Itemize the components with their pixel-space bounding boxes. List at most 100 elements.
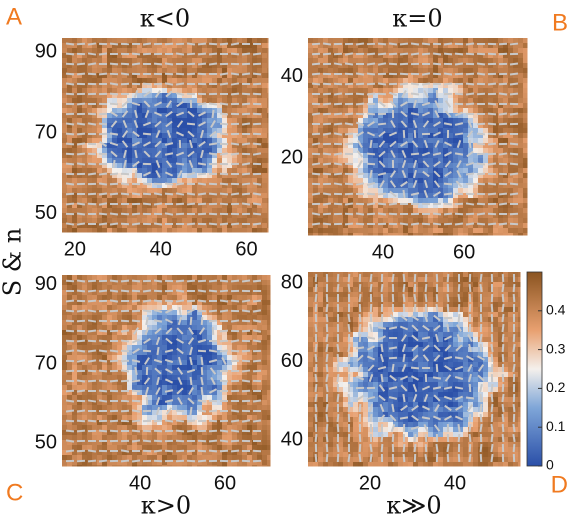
heatmap-cell (418, 193, 424, 199)
heatmap-cell (62, 68, 68, 74)
heatmap-cell (187, 178, 193, 184)
heatmap-cell (453, 178, 459, 184)
heatmap-cell (508, 233, 514, 236)
heatmap-cell (112, 93, 118, 99)
heatmap-cell (523, 48, 528, 54)
heatmap-cell (358, 193, 364, 199)
director-dash (311, 52, 321, 56)
heatmap-cell (87, 138, 93, 144)
heatmap-cell (222, 88, 228, 94)
heatmap-cell (383, 43, 389, 49)
heatmap-cell (167, 228, 173, 233)
heatmap-cell (102, 193, 108, 199)
heatmap-cell (117, 375, 123, 381)
heatmap-cell (493, 68, 499, 74)
heatmap-cell (202, 113, 208, 119)
heatmap-cell (478, 123, 484, 129)
heatmap-cell (318, 148, 324, 154)
heatmap-cell (493, 58, 499, 64)
heatmap-cell (267, 53, 269, 59)
heatmap-cell (363, 98, 369, 104)
heatmap-cell (212, 173, 218, 179)
heatmap-cell (77, 203, 83, 209)
heatmap-cell (77, 118, 83, 124)
heatmap-cell (192, 83, 198, 89)
heatmap-cell (433, 103, 439, 109)
director-dash (423, 139, 429, 149)
heatmap-cell (458, 188, 464, 194)
heatmap-cell (428, 58, 434, 64)
heatmap-cell (167, 315, 173, 321)
heatmap-cell (72, 168, 78, 174)
heatmap-cell (338, 148, 344, 154)
heatmap-cell (252, 228, 258, 233)
heatmap-cell (378, 63, 384, 69)
heatmap-cell (468, 118, 474, 124)
heatmap-cell (398, 53, 404, 59)
director-dash (112, 159, 116, 169)
director-dash (65, 132, 75, 136)
heatmap-cell (192, 370, 198, 376)
heatmap-cell (117, 103, 123, 109)
heatmap-cell (102, 48, 108, 54)
heatmap-cell (247, 158, 253, 164)
heatmap-cell (348, 168, 354, 174)
heatmap-cell (167, 53, 173, 59)
heatmap-cell (212, 295, 218, 301)
heatmap-cell (227, 350, 233, 356)
heatmap-cell (262, 43, 268, 49)
heatmap-cell (343, 178, 349, 184)
heatmap-cell (403, 148, 409, 154)
heatmap-cell (438, 198, 444, 204)
heatmap-cell (192, 158, 198, 164)
heatmap-cell (202, 93, 208, 99)
heatmap-cell (262, 305, 268, 311)
heatmap-cell (177, 108, 183, 114)
heatmap-cell (257, 365, 263, 371)
heatmap-cell (418, 168, 424, 174)
heatmap-cell (343, 48, 349, 54)
heatmap-cell (257, 218, 263, 224)
heatmap-cell (513, 43, 519, 49)
heatmap-cell (493, 158, 499, 164)
heatmap-cell (232, 370, 238, 376)
heatmap-cell (122, 103, 128, 109)
director-dash (199, 129, 205, 139)
heatmap-cell (453, 73, 459, 79)
heatmap-cell (443, 73, 449, 79)
heatmap-cell (523, 98, 528, 104)
heatmap-cell (393, 158, 399, 164)
heatmap-cell (162, 143, 168, 149)
heatmap-cell (383, 188, 389, 194)
heatmap-cell (247, 330, 253, 336)
heatmap-cell (147, 43, 153, 49)
heatmap-cell (328, 73, 334, 79)
heatmap-cell (77, 275, 83, 281)
heatmap-cell (518, 153, 524, 159)
heatmap-cell (498, 173, 504, 179)
heatmap-cell (513, 223, 519, 229)
heatmap-cell (112, 370, 118, 376)
heatmap-cell (478, 153, 484, 159)
director-dash (187, 110, 195, 118)
heatmap-cell (378, 83, 384, 89)
heatmap-cell (383, 178, 389, 184)
heatmap-panel (308, 38, 528, 236)
heatmap-cell (463, 143, 469, 149)
heatmap-cell (112, 128, 118, 134)
heatmap-cell (257, 98, 263, 104)
heatmap-cell (368, 133, 374, 139)
heatmap-cell (438, 98, 444, 104)
heatmap-cell (498, 178, 504, 184)
heatmap-cell (107, 365, 113, 371)
heatmap-cell (483, 98, 489, 104)
heatmap-cell (448, 208, 454, 214)
heatmap-cell (433, 233, 439, 236)
heatmap-cell (92, 83, 98, 89)
heatmap-cell (182, 193, 188, 199)
heatmap-cell (117, 188, 123, 194)
heatmap-cell (393, 153, 399, 159)
heatmap-cell (333, 153, 339, 159)
heatmap-cell (353, 218, 359, 224)
heatmap-cell (172, 118, 178, 124)
